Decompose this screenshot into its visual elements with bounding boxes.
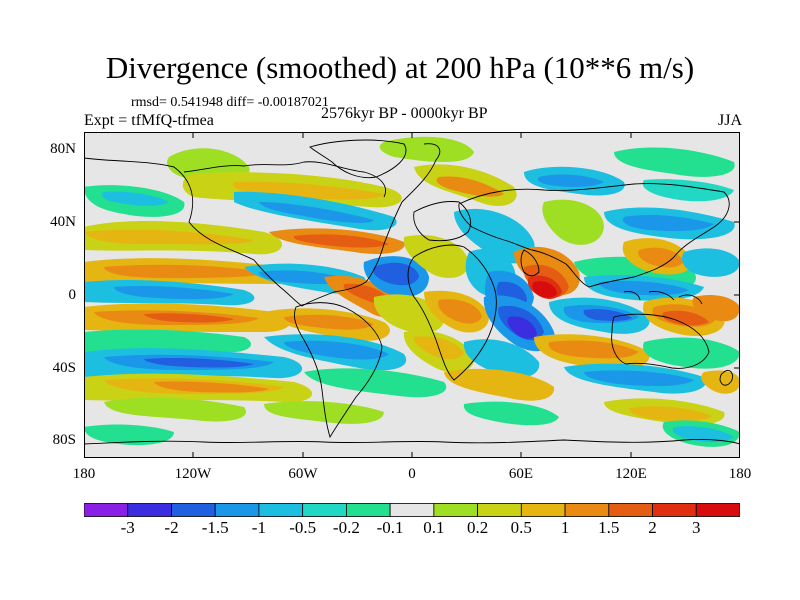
colorbar-label: 1: [560, 518, 570, 537]
colorbar-swatch: [302, 503, 347, 517]
colorbar-swatch: [258, 503, 304, 517]
colorbar-swatch: [652, 503, 697, 517]
map-title: Divergence (smoothed) at 200 hPa (10**6 …: [105, 50, 695, 85]
colorbar-label: -0.2: [332, 518, 360, 537]
colorbar-swatch: [389, 503, 435, 517]
colorbar-label: 0.5: [510, 518, 532, 537]
period-label: 2576kyr BP - 0000kyr BP: [321, 105, 488, 122]
lon-label-60e: 60E: [508, 466, 534, 482]
lat-label-40n: 40N: [50, 214, 76, 230]
colorbar-swatch: [695, 503, 740, 517]
colorbar-label: 2: [648, 518, 657, 537]
lat-label-80n: 80N: [50, 141, 76, 157]
colorbar-label: -3: [120, 518, 135, 537]
lat-label-40s: 40S: [52, 360, 76, 376]
lon-label-0: 0: [408, 466, 416, 482]
colorbar-label: -1.5: [201, 518, 229, 537]
colorbar-swatch: [345, 503, 391, 517]
colorbar: [84, 503, 740, 517]
coastlines: [84, 139, 740, 445]
colorbar-swatch: [564, 503, 610, 517]
colorbar-swatch: [214, 503, 260, 517]
lon-label-60w: 60W: [288, 466, 318, 482]
colorbar-label: 0.1: [423, 518, 445, 537]
colorbar-label: 1.5: [598, 518, 620, 537]
colorbar-swatch: [477, 503, 522, 517]
colorbar-label: 0.2: [466, 518, 489, 537]
lon-label-180e: 180: [728, 466, 752, 482]
colorbar-label: -0.5: [289, 518, 317, 537]
colorbar-swatch: [520, 503, 566, 517]
experiment-label: Expt = tfMfQ-tfmea: [84, 112, 214, 129]
season-label: JJA: [717, 112, 742, 129]
map-frame: [84, 132, 740, 458]
colorbar-label: -0.1: [376, 518, 404, 537]
colorbar-swatch: [608, 503, 653, 517]
divergence-map: [84, 132, 740, 458]
colorbar-label: -1: [251, 518, 266, 537]
stats-text: rmsd= 0.541948 diff= -0.00187021: [131, 95, 329, 110]
colorbar-swatch: [127, 503, 172, 517]
lat-label-80s: 80S: [52, 432, 76, 448]
lon-label-180w: 180: [72, 466, 96, 482]
colorbar-swatch: [84, 503, 129, 517]
lat-label-0: 0: [68, 287, 77, 303]
colorbar-swatch: [171, 503, 216, 517]
colorbar-label: -2: [164, 518, 179, 537]
contour-fields: [84, 136, 740, 447]
colorbar-swatch: [433, 503, 478, 517]
lon-label-120w: 120W: [174, 466, 212, 482]
colorbar-label: 3: [692, 518, 701, 537]
lon-label-120e: 120E: [615, 466, 647, 482]
